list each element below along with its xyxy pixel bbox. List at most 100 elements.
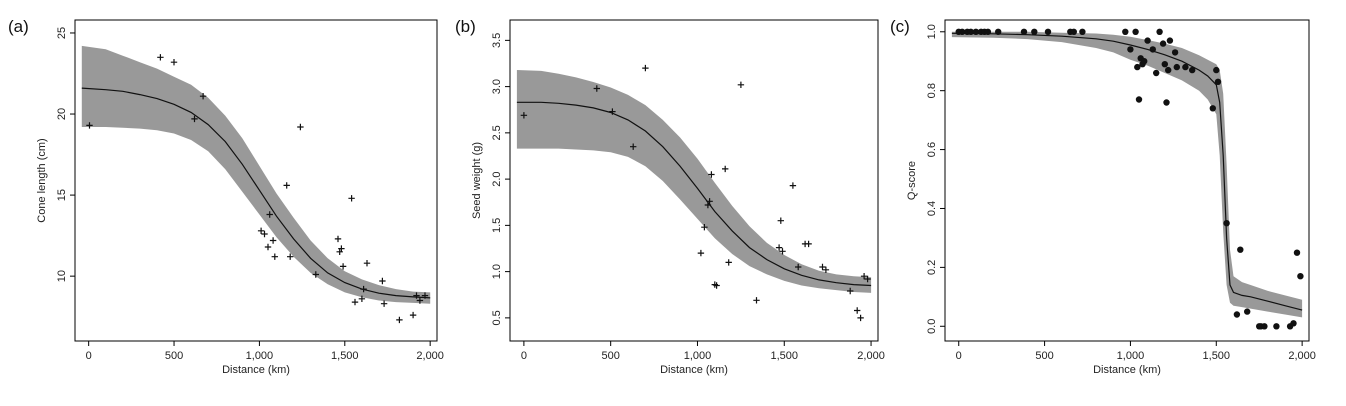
x-tick-label: 2,000 [416, 350, 444, 362]
y-tick-label: 2.0 [491, 171, 503, 186]
y-tick-label: 10 [56, 270, 68, 282]
data-point [312, 271, 319, 278]
y-tick-label: 3.5 [491, 33, 503, 48]
y-tick-label: 1.0 [926, 24, 938, 39]
data-point [1141, 58, 1148, 65]
data-point [1173, 63, 1181, 71]
x-axis-label: Distance (km) [222, 364, 290, 376]
confidence-band [516, 70, 872, 293]
x-axis-label: Distance (km) [660, 364, 728, 376]
x-tick-label: 1,500 [770, 350, 798, 362]
data-point [1223, 220, 1230, 227]
data-point [287, 253, 294, 260]
data-point [379, 277, 386, 285]
data-point [86, 122, 93, 129]
data-point [1144, 37, 1151, 44]
data-point [266, 211, 273, 218]
y-axis-label: Cone length (cm) [36, 138, 48, 222]
data-point [339, 263, 347, 270]
x-tick-label: 1,500 [1203, 350, 1231, 362]
fitted-curve [516, 101, 872, 287]
y-axis-label: Q-score [906, 161, 918, 200]
data-point [1290, 320, 1297, 327]
data-point [1166, 37, 1174, 44]
data-point [1261, 323, 1268, 330]
y-tick-label: 20 [56, 108, 68, 120]
plot-frame [944, 19, 1310, 342]
data-point [972, 28, 980, 35]
data-point [1020, 28, 1028, 35]
y-tick-label: 3.0 [491, 79, 503, 94]
y-tick-label: 0.5 [491, 310, 503, 325]
y-tick-label: 0.6 [926, 142, 938, 157]
x-tick-label: 1,000 [1117, 350, 1145, 362]
confidence-band [951, 31, 1303, 318]
y-tick-label: 25 [56, 27, 68, 39]
x-tick-label: 2,000 [857, 350, 885, 362]
data-point [737, 81, 745, 88]
data-point [351, 298, 359, 306]
data-point [697, 249, 705, 257]
data-point [1213, 66, 1220, 74]
data-point [722, 165, 729, 173]
data-point [157, 54, 164, 61]
data-point [959, 28, 966, 35]
data-point [348, 195, 355, 202]
x-tick-label: 1,000 [684, 350, 712, 362]
y-tick-label: 0.0 [926, 319, 938, 334]
y-tick-label: 0.2 [926, 260, 938, 275]
data-point [593, 85, 600, 92]
data-point [1214, 78, 1222, 86]
data-point [1070, 28, 1078, 35]
data-point [1132, 28, 1139, 35]
data-point [1273, 323, 1280, 330]
data-point [805, 240, 812, 248]
data-point [264, 243, 272, 251]
data-point [1134, 63, 1141, 71]
panel-a-cone-length: 0 500 1,000 1,500 2,000 10 15 20 25 Distance (km)… [8, 17, 444, 376]
data-point [1171, 49, 1179, 56]
data-point [413, 292, 420, 299]
data-point [170, 59, 178, 66]
data-point [338, 245, 345, 252]
data-point [360, 285, 367, 293]
data-point [609, 108, 616, 115]
data-point [1233, 311, 1241, 318]
plot-frame [74, 19, 438, 342]
data-point [789, 182, 797, 189]
data-point [630, 143, 637, 150]
data-point [822, 266, 830, 273]
data-point [701, 224, 708, 231]
panel-label-a: (a) [8, 17, 29, 36]
x-tick-label: 0 [521, 350, 527, 362]
data-point [269, 237, 277, 244]
plot-frame [509, 19, 879, 342]
fitted-curve [81, 87, 431, 299]
data-point [1293, 249, 1301, 256]
data-point [1127, 46, 1134, 53]
data-point [704, 201, 712, 209]
panel-label-c: (c) [890, 17, 910, 36]
data-point [363, 260, 371, 267]
panel-c-q-score: 0 500 1,000 1,500 2,000 0.0 0.2 0.4 0.6 0.8 1.0 Dis… [890, 17, 1316, 376]
data-point [191, 115, 198, 123]
data-point [297, 123, 304, 131]
data-point [642, 64, 649, 72]
data-point [1122, 28, 1129, 35]
x-tick-label: 1,000 [246, 350, 274, 362]
data-point [1044, 28, 1052, 35]
data-point [261, 230, 268, 238]
x-tick-label: 500 [601, 350, 619, 362]
x-tick-label: 500 [1035, 350, 1053, 362]
data-point [396, 316, 403, 324]
data-point [1189, 66, 1196, 74]
data-point [984, 28, 992, 35]
data-point [271, 253, 278, 260]
data-point [775, 244, 783, 251]
data-point [967, 28, 974, 35]
data-point [860, 273, 868, 280]
data-point [199, 93, 207, 100]
data-point [1149, 46, 1157, 53]
data-point [283, 182, 290, 189]
